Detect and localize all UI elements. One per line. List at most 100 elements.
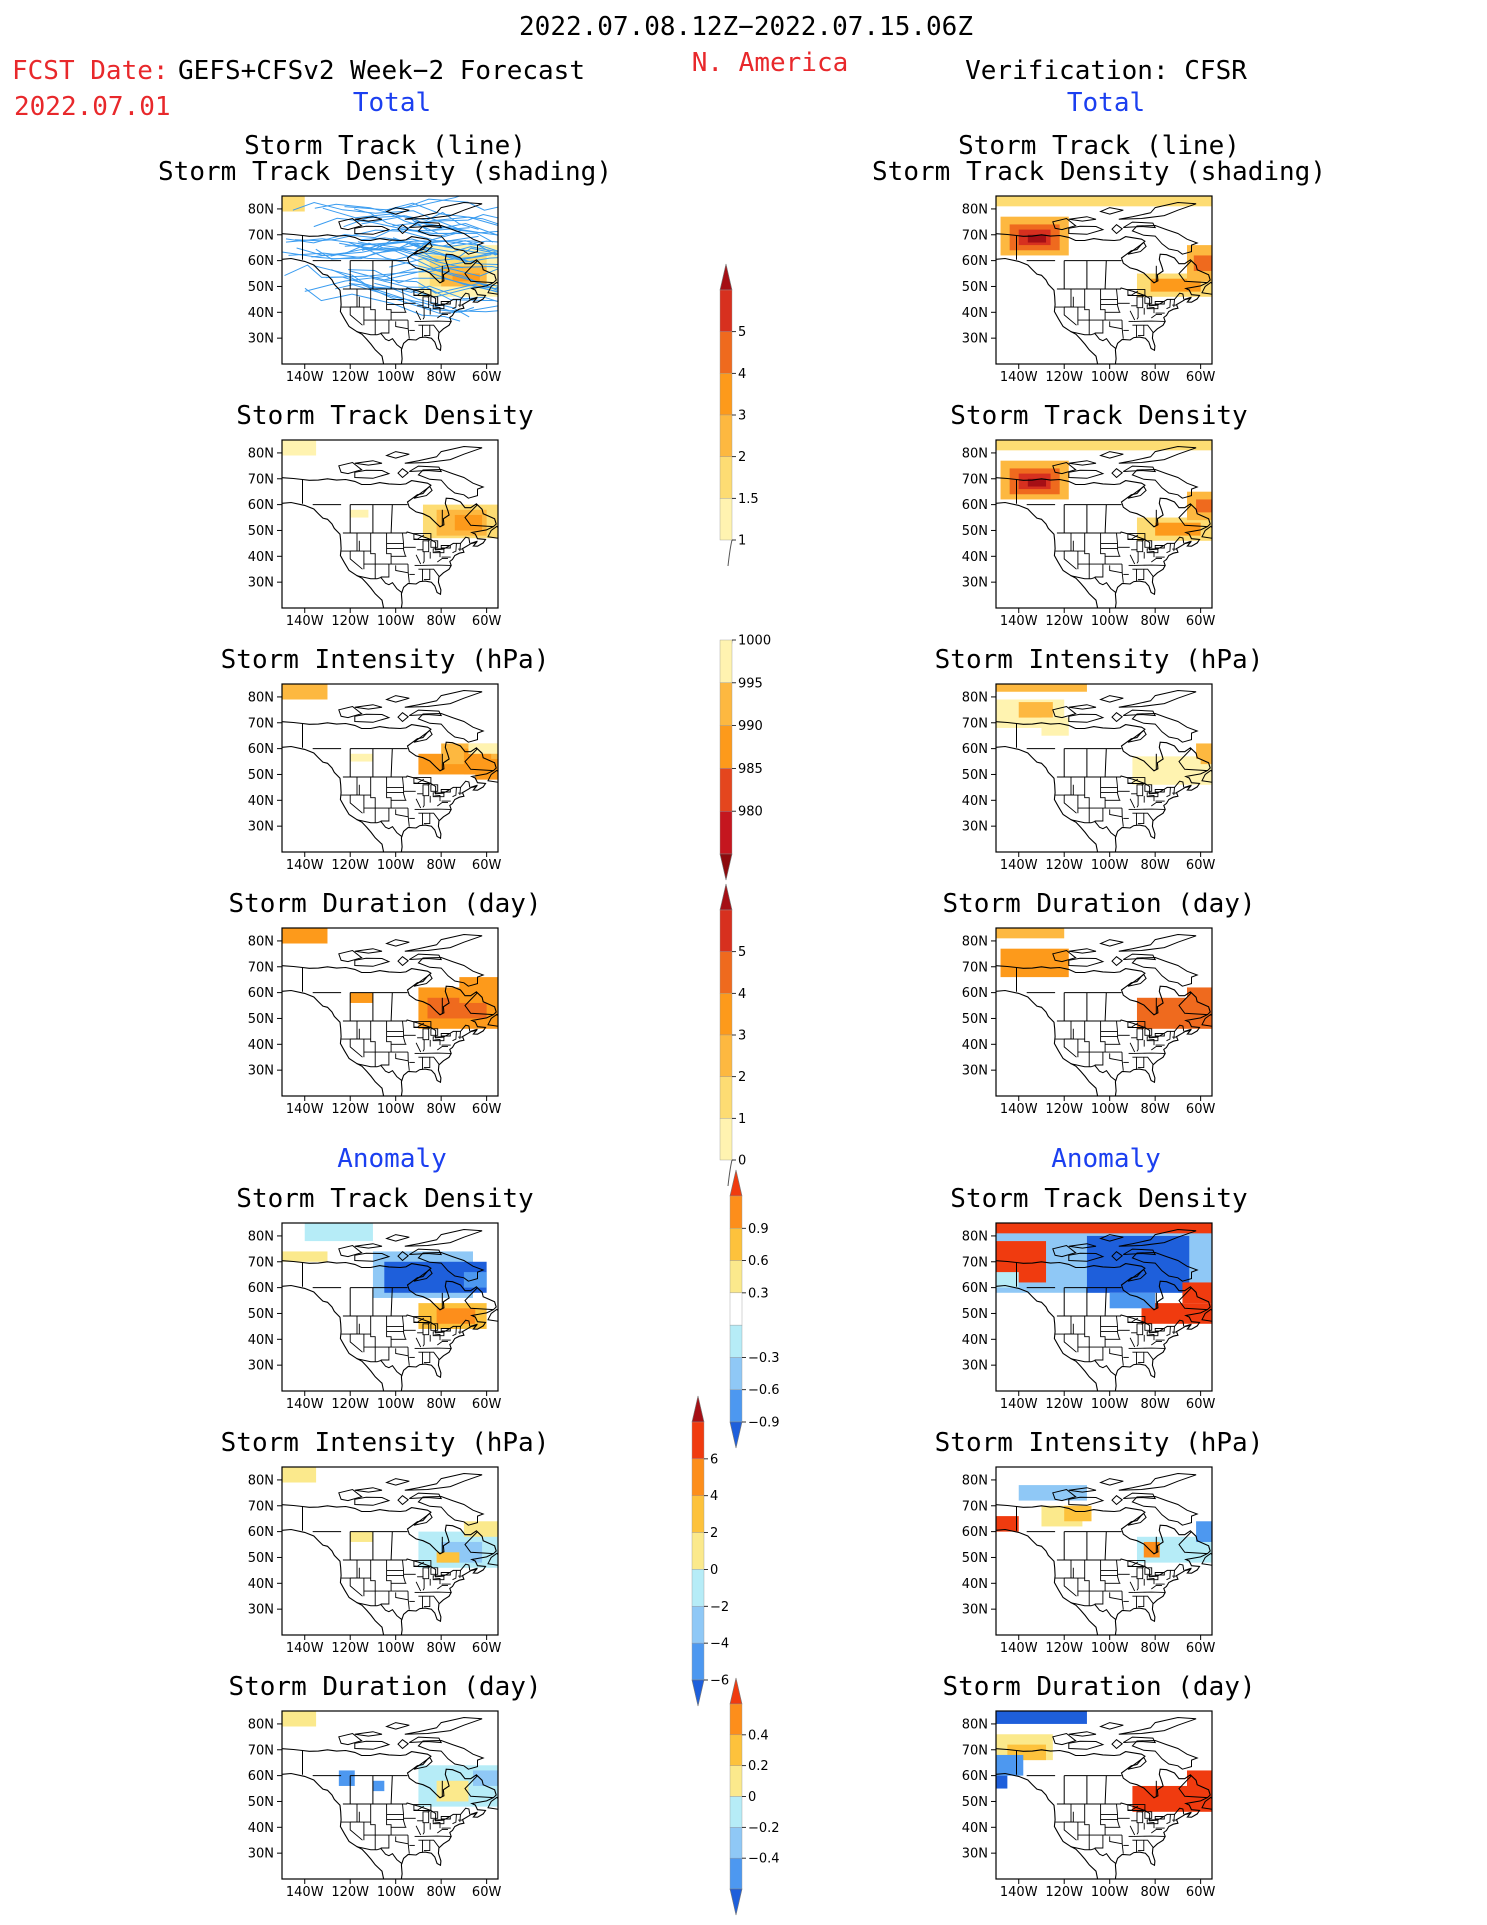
lat-label: 50N <box>962 1307 988 1322</box>
country-border <box>1184 1567 1192 1571</box>
island-outline <box>1068 1243 1097 1249</box>
map-svg: 80N 70N 60N 50N 40N 30N 140W 120W 100W 80W 60W <box>248 1710 501 1900</box>
model-name: GEFS+CFSv2 Week−2 Forecast <box>178 56 585 86</box>
state-border <box>413 1022 425 1028</box>
lon-label: 140W <box>286 614 324 629</box>
state-border <box>349 1578 363 1597</box>
island-outline <box>354 225 391 235</box>
island-outline <box>417 468 485 499</box>
lon-label: 80W <box>426 858 456 873</box>
state-border <box>423 1352 431 1364</box>
state-border <box>1129 1825 1136 1836</box>
lake-outline <box>1154 1328 1165 1332</box>
state-border <box>1121 1591 1124 1610</box>
lat-label: 70N <box>962 960 988 975</box>
map-content <box>996 1472 1212 1635</box>
island-outline <box>354 469 391 479</box>
map-frame <box>995 1222 1213 1392</box>
lon-label: 60W <box>472 1397 502 1412</box>
lat-label: 50N <box>962 280 988 295</box>
island-outline <box>1118 689 1197 708</box>
state-border <box>1151 801 1162 807</box>
colorbar-label: −2 <box>710 1600 729 1615</box>
lake-outline <box>1136 540 1144 553</box>
lon-label: 100W <box>377 1397 415 1412</box>
country-border <box>1104 1775 1107 1805</box>
lake-outline <box>422 1323 430 1336</box>
country-border <box>356 819 403 838</box>
lon-label: 80W <box>1140 1397 1170 1412</box>
island-outline <box>1123 1492 1157 1500</box>
state-border <box>1100 289 1106 321</box>
lon-label: 120W <box>1045 1102 1083 1117</box>
lat-label: 50N <box>962 524 988 539</box>
state-border <box>415 310 422 321</box>
lat-label: 30N <box>248 332 274 347</box>
section-total-left: Total <box>352 88 432 118</box>
island-outline <box>1123 1736 1157 1744</box>
colorbar-label: 990 <box>738 719 763 734</box>
state-border <box>415 554 422 565</box>
lat-label: 40N <box>962 1821 988 1836</box>
state-border <box>402 1315 406 1340</box>
state-border <box>1116 532 1120 557</box>
state-border <box>380 564 390 578</box>
map-content <box>282 1223 498 1391</box>
state-border <box>434 1333 441 1336</box>
state-border <box>1109 1592 1123 1601</box>
map-svg: 80N 70N 60N 50N 40N 30N 140W 120W 100W 80W 60W <box>962 927 1215 1117</box>
state-border <box>413 1317 425 1323</box>
state-border <box>1127 1317 1139 1323</box>
lon-label: 120W <box>331 1641 369 1656</box>
state-border <box>1064 1567 1074 1579</box>
state-border <box>1166 1814 1171 1825</box>
lon-label: 120W <box>1045 1397 1083 1412</box>
island-outline <box>1127 241 1147 255</box>
lon-label: 100W <box>377 858 415 873</box>
lat-label: 40N <box>962 1038 988 1053</box>
shaded-cell <box>1186 1770 1212 1792</box>
shaded-cell <box>282 196 305 212</box>
colorbar-label: 0.2 <box>748 1759 769 1774</box>
state-border <box>1063 795 1077 814</box>
colorbar-label: 4 <box>738 987 746 1002</box>
state-border <box>459 543 461 552</box>
title-duration-left: Storm Duration (day) <box>228 889 542 919</box>
country-border <box>342 775 471 795</box>
map-panel-density-anom-left: 80N 70N 60N 50N 40N 30N 140W 120W 100W 80W 60W <box>248 1222 506 1413</box>
lat-label: 70N <box>248 1743 274 1758</box>
island-outline <box>413 241 433 255</box>
country-border <box>1070 1846 1117 1865</box>
state-border <box>1129 798 1136 809</box>
state-border <box>370 1316 376 1348</box>
state-border <box>423 569 431 581</box>
state-border <box>437 557 448 563</box>
lat-label: 60N <box>962 1525 988 1540</box>
lat-label: 60N <box>248 1525 274 1540</box>
island-outline <box>413 973 433 987</box>
state-border <box>370 1804 376 1836</box>
colorbar-label: 1 <box>738 1112 746 1127</box>
lake-outline <box>430 1323 439 1331</box>
map-panel-duration-anom-right: 80N 70N 60N 50N 40N 30N 140W 120W 100W 80W 60W <box>962 1710 1220 1901</box>
shaded-cell <box>282 684 328 700</box>
lat-label: 30N <box>962 1847 988 1862</box>
country-border <box>464 1775 494 1799</box>
island-outline <box>1118 1228 1197 1247</box>
title-duration-anom-right: Storm Duration (day) <box>942 1672 1256 1702</box>
country-border <box>390 992 393 1022</box>
state-border <box>407 564 410 583</box>
state-border <box>1142 1351 1154 1360</box>
lat-label: 30N <box>248 1603 274 1618</box>
state-border <box>1121 808 1124 827</box>
lake-outline <box>1136 1028 1144 1041</box>
island-outline <box>404 201 483 220</box>
island-outline <box>1131 712 1199 743</box>
lake-outline <box>430 784 439 792</box>
colorbar-svg: 6 4 2 0 −2 −4 −6 <box>691 1395 729 1707</box>
shaded-cell <box>1143 1541 1160 1558</box>
island-outline <box>1068 1731 1097 1737</box>
lon-label: 120W <box>331 370 369 385</box>
state-border <box>1151 1828 1162 1834</box>
state-border <box>1173 787 1175 796</box>
